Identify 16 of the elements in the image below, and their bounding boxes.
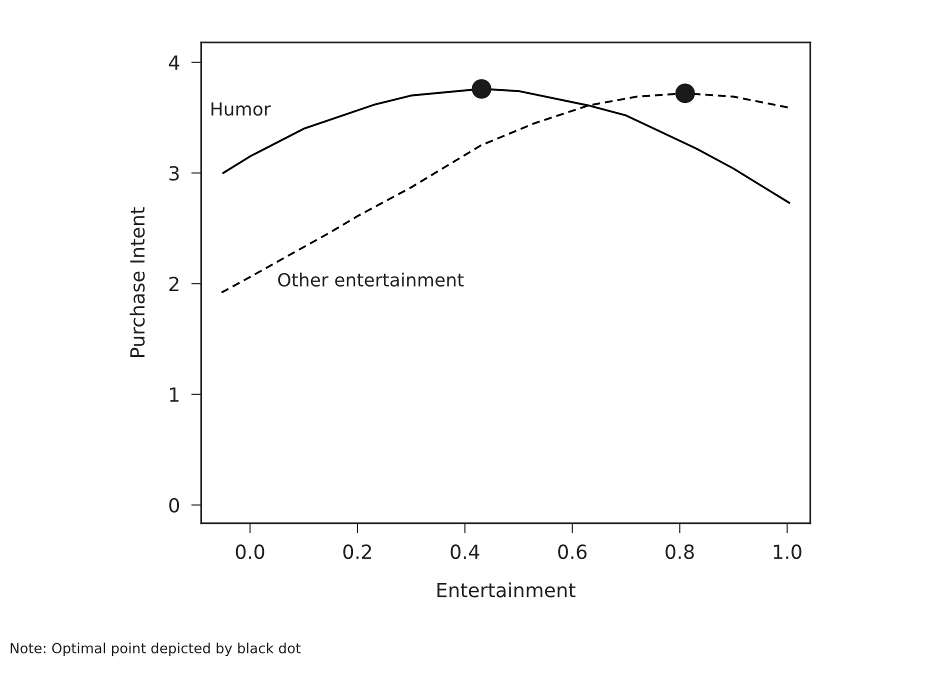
series-label: Humor — [212, 102, 271, 116]
x-tick-label: 1.0 — [774, 544, 802, 560]
x-tick-label: 0.2 — [343, 544, 371, 560]
x-tick-label: 0.8 — [666, 544, 694, 560]
y-tick-label: 2 — [169, 276, 178, 292]
x-tick-label: 0.6 — [558, 544, 587, 560]
y-tick-label: 0 — [169, 498, 180, 513]
x-tick-label: 0.4 — [450, 544, 480, 560]
y-tick-label: 3 — [169, 166, 179, 181]
y-tick-label: 1 — [170, 388, 179, 402]
y-tick-label: 4 — [168, 56, 180, 70]
y-axis-title: Purchase Intent — [130, 207, 145, 357]
x-axis-title: Entertainment — [437, 582, 576, 598]
text: Note: Optimal point depicted by black dot — [10, 642, 301, 656]
x-tick-label: 0.0 — [236, 544, 264, 560]
series-label: Other entertainment — [278, 272, 464, 287]
